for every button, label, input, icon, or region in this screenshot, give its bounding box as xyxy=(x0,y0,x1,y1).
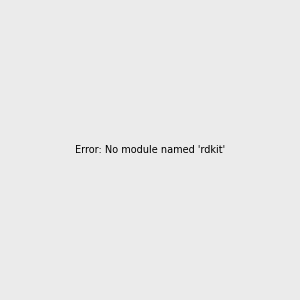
Text: Error: No module named 'rdkit': Error: No module named 'rdkit' xyxy=(75,145,225,155)
